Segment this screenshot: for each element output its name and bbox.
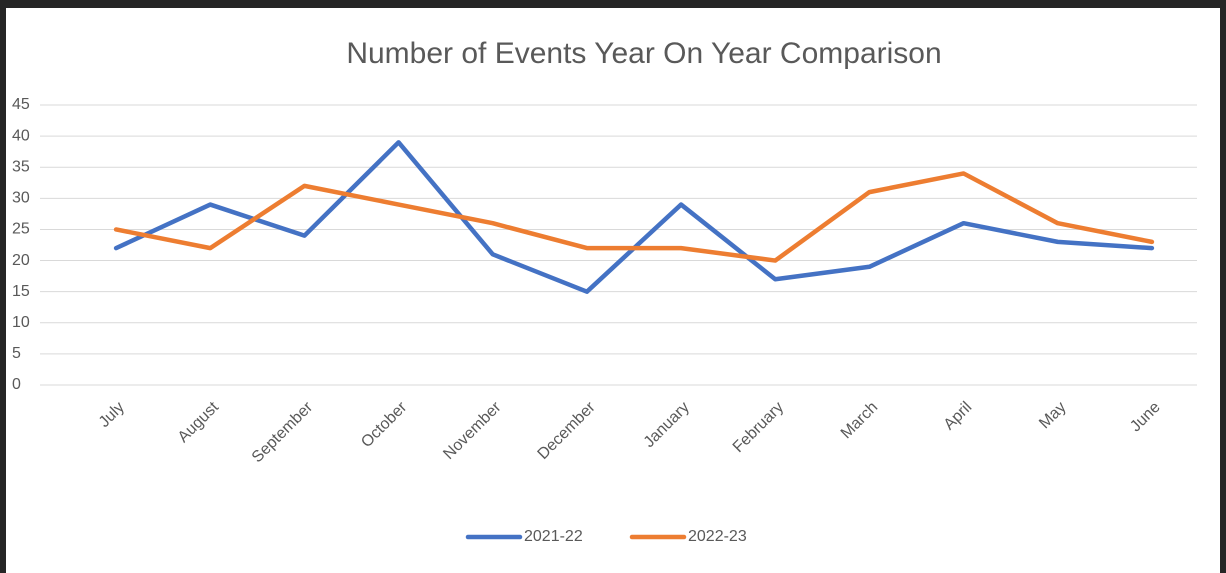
y-tick-label: 15 [12,283,30,300]
chart-title: Number of Events Year On Year Comparison [346,37,941,70]
line-series [113,171,1155,263]
legend-label: 2022-23 [688,528,747,545]
y-tick-label: 20 [12,252,30,269]
y-tick-label: 35 [12,158,30,175]
legend-label: 2021-22 [524,528,583,545]
y-tick-label: 45 [12,96,30,113]
y-tick-label: 0 [12,376,21,393]
chart-area [6,8,1220,573]
y-tick-label: 5 [12,345,21,362]
y-tick-label: 30 [12,190,30,207]
y-tick-label: 25 [12,221,30,238]
y-tick-label: 10 [12,314,30,331]
y-tick-label: 40 [12,127,30,144]
